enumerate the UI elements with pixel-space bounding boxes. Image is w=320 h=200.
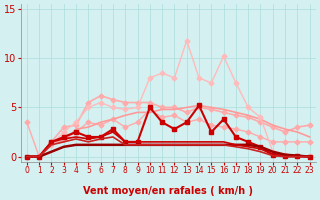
X-axis label: Vent moyen/en rafales ( km/h ): Vent moyen/en rafales ( km/h )	[83, 186, 253, 196]
